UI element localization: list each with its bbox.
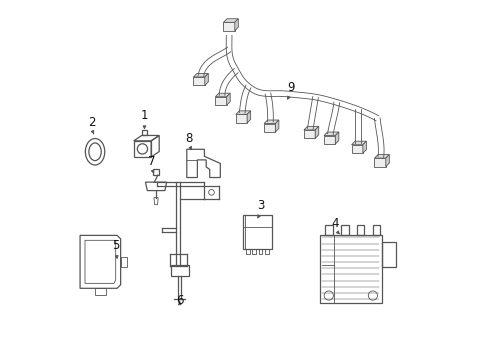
Polygon shape bbox=[223, 22, 235, 31]
Text: 3: 3 bbox=[257, 199, 265, 212]
Text: 7: 7 bbox=[148, 155, 155, 168]
Polygon shape bbox=[363, 141, 367, 153]
Text: 2: 2 bbox=[88, 116, 95, 129]
Text: 4: 4 bbox=[331, 217, 339, 230]
Polygon shape bbox=[216, 93, 230, 97]
Polygon shape bbox=[205, 73, 208, 85]
Text: 8: 8 bbox=[185, 132, 192, 145]
Polygon shape bbox=[374, 154, 389, 158]
Polygon shape bbox=[374, 158, 386, 167]
Polygon shape bbox=[235, 19, 238, 31]
Polygon shape bbox=[335, 132, 339, 144]
Polygon shape bbox=[227, 93, 230, 105]
Polygon shape bbox=[264, 123, 275, 132]
Polygon shape bbox=[247, 111, 251, 123]
Polygon shape bbox=[351, 145, 363, 153]
Polygon shape bbox=[304, 126, 318, 130]
Polygon shape bbox=[315, 126, 318, 138]
Text: 5: 5 bbox=[113, 239, 120, 252]
Polygon shape bbox=[216, 97, 227, 105]
Text: 1: 1 bbox=[141, 109, 148, 122]
Polygon shape bbox=[194, 77, 205, 85]
Polygon shape bbox=[236, 114, 247, 123]
Polygon shape bbox=[236, 111, 251, 114]
Polygon shape bbox=[351, 141, 367, 145]
Polygon shape bbox=[194, 73, 208, 77]
Text: 6: 6 bbox=[176, 294, 183, 307]
Polygon shape bbox=[223, 19, 238, 22]
Polygon shape bbox=[304, 130, 315, 138]
Polygon shape bbox=[275, 120, 279, 132]
Polygon shape bbox=[264, 120, 279, 123]
Polygon shape bbox=[324, 132, 339, 136]
Text: 9: 9 bbox=[287, 81, 294, 94]
Polygon shape bbox=[324, 136, 335, 144]
Polygon shape bbox=[386, 154, 389, 167]
